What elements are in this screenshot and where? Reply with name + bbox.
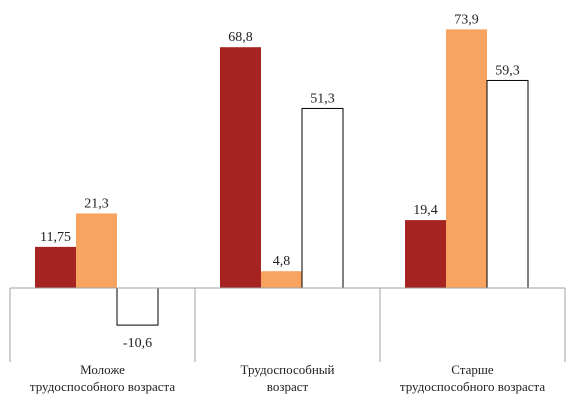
data-label-s3-c2: 51,3 [310,91,335,106]
category-label-2: Трудоспособный возраст [241,362,335,394]
bar-s3-c1 [116,287,159,326]
bar-s3-c3 [486,79,529,289]
bar-s1-c3 [405,220,446,288]
bars-layer [35,29,529,326]
bar-s2-c2 [261,271,302,288]
category-label-1: Моложе трудоспособного возраста [30,362,176,394]
data-label-s1-c1: 11,75 [40,230,71,245]
data-label-s2-c3: 73,9 [454,12,479,27]
bar-s3-c2 [301,107,344,289]
data-label-s3-c3: 59,3 [495,63,520,78]
labels-layer: 11,75 68,8 19,4 21,3 4,8 73,9 -10,6 51,3 59,3 Мол… [30,12,546,394]
bar-s2-c1 [76,213,117,288]
data-label-s3-c1: -10,6 [123,336,152,351]
data-label-s2-c1: 21,3 [84,196,109,211]
category-label-3: Старше трудоспособного возраста [400,362,546,394]
bar-s1-c1 [35,246,76,288]
bar-s2-c3 [446,29,487,288]
data-label-s2-c2: 4,8 [273,254,291,269]
bar-s1-c2 [220,47,261,289]
axes-layer [9,287,566,362]
data-label-s1-c2: 68,8 [228,30,253,45]
data-label-s1-c3: 19,4 [413,203,438,218]
